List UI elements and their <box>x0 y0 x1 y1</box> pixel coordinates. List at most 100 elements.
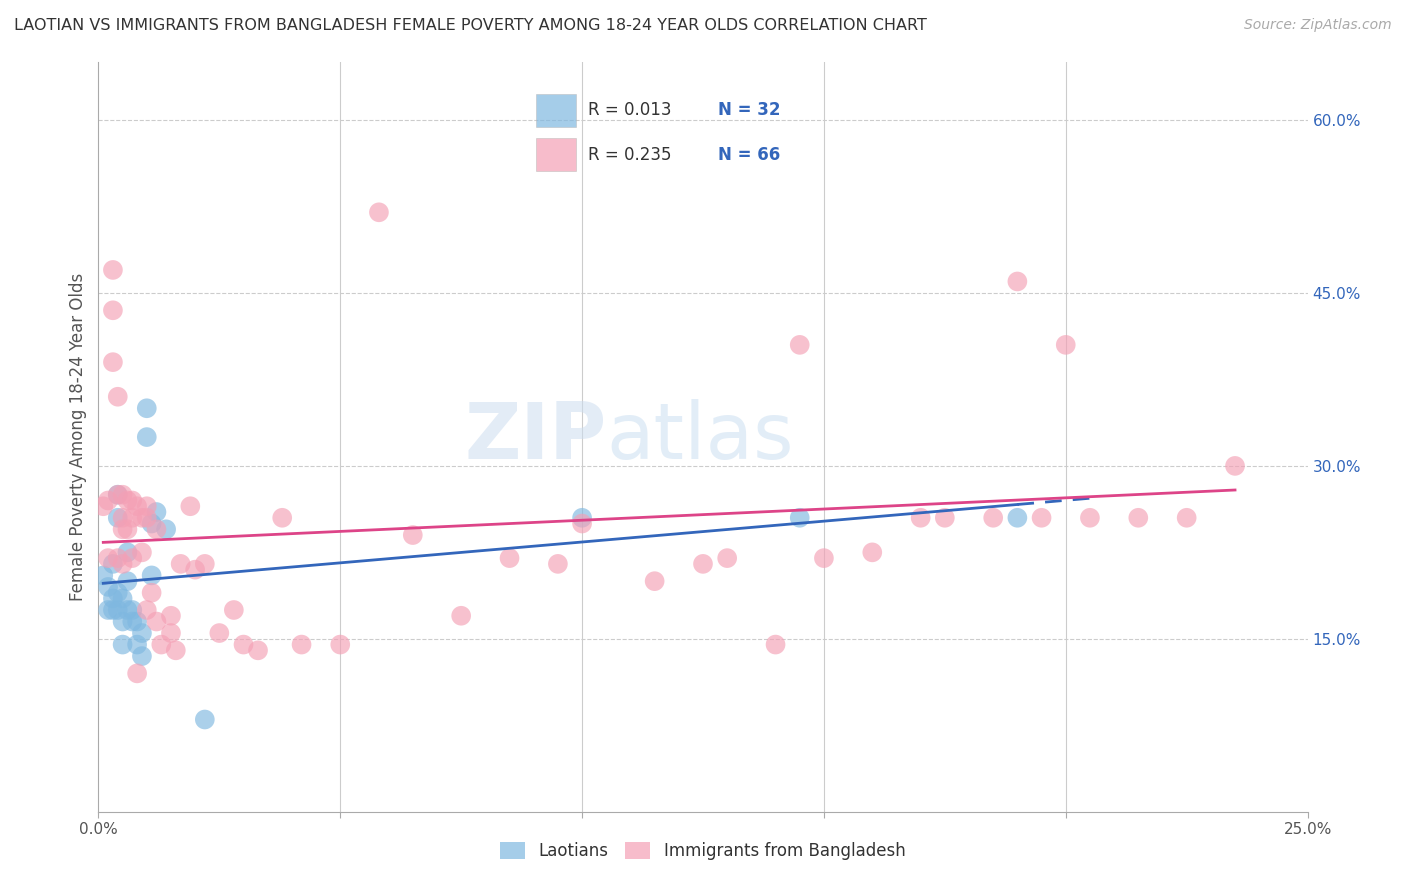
Point <box>111 591 134 606</box>
Text: N = 66: N = 66 <box>717 145 780 163</box>
Point <box>571 510 593 524</box>
Point <box>127 638 149 652</box>
Text: LAOTIAN VS IMMIGRANTS FROM BANGLADESH FEMALE POVERTY AMONG 18-24 YEAR OLDS CORRE: LAOTIAN VS IMMIGRANTS FROM BANGLADESH FE… <box>14 18 927 33</box>
Point <box>155 522 177 536</box>
Text: atlas: atlas <box>606 399 794 475</box>
Point <box>692 557 714 571</box>
Point <box>117 545 139 559</box>
Point <box>1007 510 1029 524</box>
Point <box>107 585 129 599</box>
Point <box>91 500 114 514</box>
Point <box>107 551 129 566</box>
Point <box>117 493 139 508</box>
Point <box>1007 275 1029 289</box>
FancyBboxPatch shape <box>536 95 575 127</box>
Legend: Laotians, Immigrants from Bangladesh: Laotians, Immigrants from Bangladesh <box>494 836 912 867</box>
Point <box>131 545 153 559</box>
Point <box>97 603 120 617</box>
Point <box>160 608 183 623</box>
Point <box>194 713 217 727</box>
Point <box>121 551 143 566</box>
Point <box>117 603 139 617</box>
Point <box>290 638 312 652</box>
Point <box>145 505 167 519</box>
Point <box>101 355 124 369</box>
Point <box>184 563 207 577</box>
Point <box>117 574 139 589</box>
FancyBboxPatch shape <box>536 138 575 171</box>
Point <box>247 643 270 657</box>
Point <box>97 493 120 508</box>
Point <box>107 488 129 502</box>
Point <box>329 638 352 652</box>
Point <box>145 615 167 629</box>
Point <box>1223 458 1246 473</box>
Point <box>107 603 129 617</box>
Point <box>934 510 956 524</box>
Point <box>1175 510 1198 524</box>
Point <box>450 608 472 623</box>
Point <box>165 643 187 657</box>
Point <box>107 510 129 524</box>
Text: R = 0.013: R = 0.013 <box>588 102 671 120</box>
Point <box>160 626 183 640</box>
Point <box>121 615 143 629</box>
Point <box>101 303 124 318</box>
Point <box>789 338 811 352</box>
Point <box>910 510 932 524</box>
Point <box>789 510 811 524</box>
Text: Source: ZipAtlas.com: Source: ZipAtlas.com <box>1244 18 1392 32</box>
Point <box>121 510 143 524</box>
Point <box>91 568 114 582</box>
Point <box>141 516 163 531</box>
Point <box>571 516 593 531</box>
Point <box>101 603 124 617</box>
Point <box>135 603 157 617</box>
Point <box>101 591 124 606</box>
Point <box>111 557 134 571</box>
Point <box>402 528 425 542</box>
Point <box>101 557 124 571</box>
Point <box>101 263 124 277</box>
Point <box>121 603 143 617</box>
Point <box>127 615 149 629</box>
Point <box>131 510 153 524</box>
Point <box>131 626 153 640</box>
Point <box>1128 510 1150 524</box>
Point <box>1054 338 1077 352</box>
Point <box>1031 510 1053 524</box>
Point <box>150 638 173 652</box>
Point <box>232 638 254 652</box>
Text: ZIP: ZIP <box>464 399 606 475</box>
Y-axis label: Female Poverty Among 18-24 Year Olds: Female Poverty Among 18-24 Year Olds <box>69 273 87 601</box>
Point <box>644 574 666 589</box>
Point <box>135 510 157 524</box>
Point <box>97 551 120 566</box>
Point <box>141 585 163 599</box>
Point <box>135 500 157 514</box>
Point <box>222 603 245 617</box>
Point <box>111 638 134 652</box>
Point <box>179 500 201 514</box>
Point <box>860 545 883 559</box>
Point <box>135 430 157 444</box>
Point <box>981 510 1004 524</box>
Point <box>111 488 134 502</box>
Point <box>765 638 787 652</box>
Point <box>368 205 391 219</box>
Text: N = 32: N = 32 <box>717 102 780 120</box>
Point <box>271 510 294 524</box>
Point <box>141 568 163 582</box>
Point <box>547 557 569 571</box>
Point <box>107 390 129 404</box>
Point <box>498 551 520 566</box>
Point <box>121 493 143 508</box>
Point <box>97 580 120 594</box>
Point <box>111 615 134 629</box>
Text: R = 0.235: R = 0.235 <box>588 145 671 163</box>
Point <box>111 522 134 536</box>
Point <box>107 488 129 502</box>
Point <box>111 510 134 524</box>
Point <box>135 401 157 416</box>
Point <box>813 551 835 566</box>
